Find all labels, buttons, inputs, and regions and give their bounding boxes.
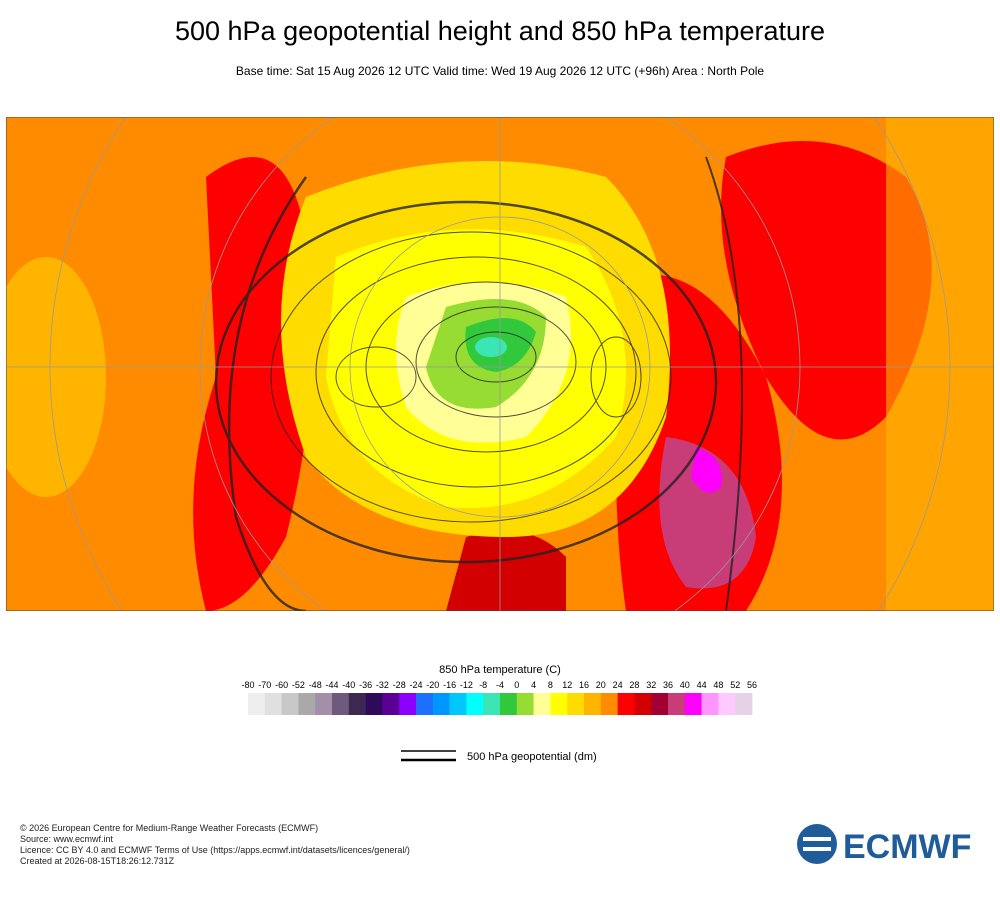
contour-legend-label: 500 hPa geopotential (dm) xyxy=(467,751,597,763)
graticule xyxy=(6,117,994,611)
footer-line: © 2026 European Centre for Medium-Range … xyxy=(20,823,319,833)
colorbar-tick-label: 4 xyxy=(531,680,536,690)
colorbar-tick-label: -52 xyxy=(292,680,305,690)
footer-line: Source: www.ecmwf.int xyxy=(20,834,114,844)
color-box xyxy=(416,693,434,715)
colorbar-tick-label: 24 xyxy=(613,680,623,690)
color-box xyxy=(567,693,585,715)
color-box xyxy=(600,693,618,715)
color-box xyxy=(248,693,266,715)
colorbar-tick-label: -20 xyxy=(426,680,439,690)
color-box xyxy=(399,693,417,715)
color-box xyxy=(533,693,551,715)
colorbar-tick-label: -70 xyxy=(258,680,271,690)
colorbar-tick-label: 56 xyxy=(747,680,757,690)
color-box xyxy=(432,693,450,715)
color-box xyxy=(718,693,736,715)
color-box xyxy=(298,693,316,715)
colorbar-title: 850 hPa temperature (C) xyxy=(439,664,561,676)
colorbar-tick-label: -40 xyxy=(342,680,355,690)
colorbar-tick-label: -48 xyxy=(309,680,322,690)
color-box xyxy=(466,693,484,715)
color-box xyxy=(634,693,652,715)
color-box xyxy=(483,693,501,715)
color-box xyxy=(348,693,366,715)
colorbar-tick-label: 16 xyxy=(579,680,589,690)
color-box xyxy=(382,693,400,715)
colorbar-tick-label: 52 xyxy=(730,680,740,690)
color-box xyxy=(584,693,602,715)
color-box xyxy=(550,693,568,715)
colorbar-tick-label: -60 xyxy=(275,680,288,690)
color-box xyxy=(365,693,383,715)
color-box xyxy=(684,693,702,715)
colorbar-tick-label: 8 xyxy=(548,680,553,690)
colorbar-tick-label: -28 xyxy=(393,680,406,690)
color-box xyxy=(264,693,282,715)
colorbar-tick-label: -4 xyxy=(496,680,504,690)
map xyxy=(6,117,994,611)
colorbar-tick-label: 12 xyxy=(562,680,572,690)
colorbar-tick-label: 20 xyxy=(596,680,606,690)
color-box xyxy=(449,693,467,715)
color-box xyxy=(651,693,669,715)
colorbar-tick-label: 32 xyxy=(646,680,656,690)
colorbar-tick-label: 28 xyxy=(629,680,639,690)
colorbar-tick-label: -24 xyxy=(409,680,422,690)
title: 500 hPa geopotential height and 850 hPa … xyxy=(174,16,825,46)
colorbar-tick-label: -16 xyxy=(443,680,456,690)
colorbar-tick-label: -44 xyxy=(325,680,338,690)
colorbar-tick-label: 40 xyxy=(680,680,690,690)
color-box xyxy=(281,693,299,715)
color-box xyxy=(315,693,333,715)
subtitle: Base time: Sat 15 Aug 2026 12 UTC Valid … xyxy=(235,64,765,78)
colorbar-tick-label: -36 xyxy=(359,680,372,690)
color-box xyxy=(735,693,753,715)
legend: 850 hPa temperature (C) -80 -70 -60 -52 -48-… xyxy=(241,664,757,763)
color-box xyxy=(617,693,635,715)
color-box xyxy=(332,693,350,715)
colorbar-tick-label: -8 xyxy=(479,680,487,690)
color-box xyxy=(500,693,518,715)
colorbar-tick-label: -32 xyxy=(376,680,389,690)
logo: ECMWF xyxy=(797,824,971,866)
colorbar-tick-label: -12 xyxy=(460,680,473,690)
colorbar-tick-label: 44 xyxy=(697,680,707,690)
footer-line: Licence: CC BY 4.0 and ECMWF Terms of Us… xyxy=(20,845,410,855)
contours xyxy=(214,156,743,611)
colorbar-tick-label: 48 xyxy=(713,680,723,690)
color-box xyxy=(668,693,686,715)
color-box xyxy=(516,693,534,715)
colorbar-tick-label: -80 xyxy=(241,680,254,690)
colorbar: -80 -70 -60 -52 -48 -44 -40 -36 -32 -28 -24 -20 -16-… xyxy=(241,680,757,715)
color-box xyxy=(701,693,719,715)
colorbar-tick-label: 0 xyxy=(514,680,519,690)
footer-line: Created at 2026-08-15T18:26:12.731Z xyxy=(20,856,175,866)
colorbar-tick-label: 36 xyxy=(663,680,673,690)
logo-text: ECMWF xyxy=(843,828,971,866)
